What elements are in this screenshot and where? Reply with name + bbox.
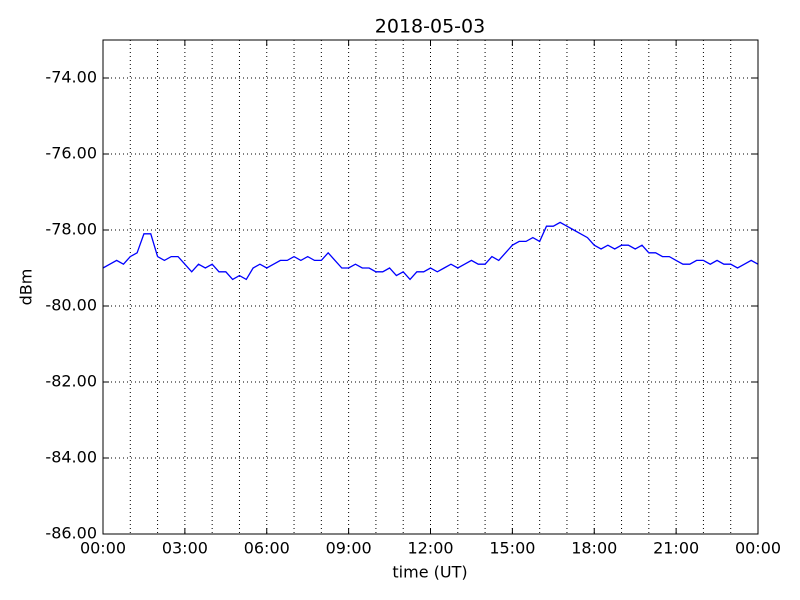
y-axis-label: dBm [17, 269, 36, 306]
x-tick-label: 03:00 [162, 539, 208, 558]
y-tick-label: -82.00 [45, 372, 97, 391]
data-line [102, 221, 759, 281]
x-tick-label: 15:00 [489, 539, 535, 558]
x-tick-label: 00:00 [80, 539, 126, 558]
y-tick-label: -74.00 [45, 68, 97, 87]
y-tick-label: -86.00 [45, 524, 97, 543]
x-tick-label: 18:00 [571, 539, 617, 558]
y-tick-label: -76.00 [45, 144, 97, 163]
x-tick-label: 00:00 [735, 539, 781, 558]
y-tick-label: -78.00 [45, 220, 97, 239]
x-tick-label: 21:00 [653, 539, 699, 558]
x-tick-label: 06:00 [244, 539, 290, 558]
x-tick-label: 09:00 [326, 539, 372, 558]
x-tick-label: 12:00 [407, 539, 453, 558]
chart-title: 2018-05-03 [375, 16, 485, 38]
plot-frame [102, 39, 759, 535]
y-tick-label: -80.00 [45, 296, 97, 315]
y-tick-label: -84.00 [45, 448, 97, 467]
x-axis-label: time (UT) [392, 563, 467, 582]
